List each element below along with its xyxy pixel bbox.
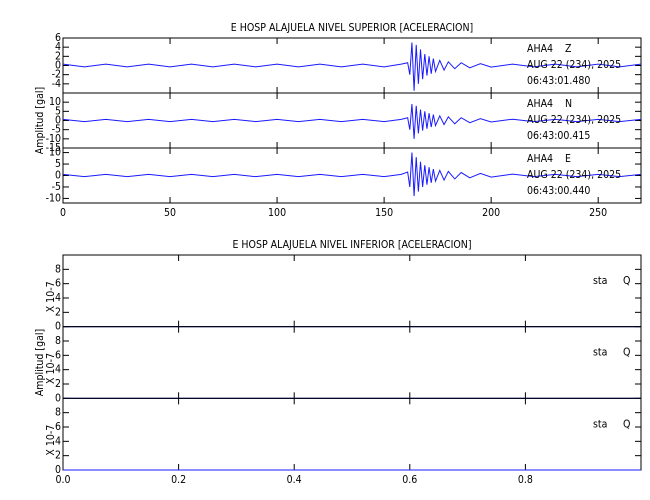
component-label: Z: [565, 43, 572, 55]
x-tick-label: 0.8: [518, 474, 533, 486]
y-tick-label: 6: [55, 278, 61, 290]
x-tick-label: 0.0: [55, 474, 70, 486]
y-tick-label: -2: [52, 69, 61, 81]
y-tick-label: 8: [55, 263, 61, 275]
y-tick-label: 0: [55, 464, 61, 476]
y-tick-label: 4: [55, 364, 61, 376]
x-tick-label: 0.2: [171, 474, 186, 486]
panel-frame: [62, 326, 642, 399]
time-label: 06:43:00.415: [527, 130, 590, 142]
y-tick-label: 0: [55, 60, 61, 72]
station-label: sta: [593, 418, 607, 430]
date-label: AUG 22 (234), 2025: [527, 114, 621, 126]
y-tick-label: 6: [55, 32, 61, 44]
x-tick-label: 0.6: [402, 474, 417, 486]
scale-label: X 10-7: [45, 425, 57, 456]
y-tick-label: 4: [55, 292, 61, 304]
y-tick-label: 0: [55, 321, 61, 333]
y-tick-label: 2: [55, 50, 61, 62]
y-tick-label: 8: [55, 335, 61, 347]
waveform: [62, 152, 642, 197]
x-tick-label: 100: [268, 207, 286, 219]
component-label: Q: [623, 418, 630, 430]
y-tick-label: 6: [55, 421, 61, 433]
y-axis-label: Amplitud [gal]: [34, 329, 46, 396]
component-label: N: [565, 98, 572, 110]
waveform: [62, 42, 642, 91]
y-tick-label: 0: [55, 115, 61, 127]
station-label: sta: [593, 275, 607, 287]
x-tick-label: 0: [60, 207, 66, 219]
y-tick-label: 6: [55, 349, 61, 361]
x-tick-label: 0.4: [287, 474, 302, 486]
y-axis-label: Amplitud [gal]: [34, 87, 46, 154]
y-tick-label: 5: [55, 105, 61, 117]
y-tick-label: 2: [55, 306, 61, 318]
scale-label: X 10-7: [45, 353, 57, 384]
y-tick-label: -10: [46, 192, 61, 204]
component-label: Q: [623, 347, 630, 359]
chart-title: E HOSP ALAJUELA NIVEL INFERIOR [ACELERAC…: [232, 239, 471, 251]
y-tick-label: 4: [55, 41, 61, 53]
station-label: AHA4: [527, 153, 553, 165]
y-tick-label: 4: [55, 435, 61, 447]
time-label: 06:43:01.480: [527, 75, 590, 87]
y-tick-label: 0: [55, 392, 61, 404]
date-label: AUG 22 (234), 2025: [527, 169, 621, 181]
x-tick-label: 150: [375, 207, 393, 219]
x-tick-label: 250: [589, 207, 607, 219]
time-label: 06:43:00.440: [527, 185, 590, 197]
y-tick-label: -5: [52, 181, 61, 193]
y-tick-label: 10: [49, 96, 61, 108]
date-label: AUG 22 (234), 2025: [527, 59, 621, 71]
panel-frame: [62, 397, 642, 471]
chart-title: E HOSP ALAJUELA NIVEL SUPERIOR [ACELERAC…: [231, 22, 473, 34]
station-label: sta: [593, 347, 607, 359]
x-tick-label: 200: [482, 207, 500, 219]
y-tick-label: 0: [55, 170, 61, 182]
station-label: AHA4: [527, 98, 553, 110]
y-tick-label: -10: [46, 133, 61, 145]
waveform: [62, 103, 642, 139]
x-tick-label: 50: [164, 207, 176, 219]
y-tick-label: 2: [55, 450, 61, 462]
scale-label: X 10-7: [45, 281, 57, 312]
y-tick-label: -15: [46, 142, 61, 154]
panel-frame: [62, 254, 642, 328]
component-label: E: [565, 153, 571, 165]
y-tick-label: -4: [52, 78, 61, 90]
y-tick-label: -5: [52, 124, 61, 136]
y-tick-label: 10: [49, 147, 61, 159]
component-label: Q: [623, 275, 630, 287]
y-tick-label: 2: [55, 378, 61, 390]
y-tick-label: 8: [55, 407, 61, 419]
y-tick-label: 5: [55, 158, 61, 170]
station-label: AHA4: [527, 43, 553, 55]
